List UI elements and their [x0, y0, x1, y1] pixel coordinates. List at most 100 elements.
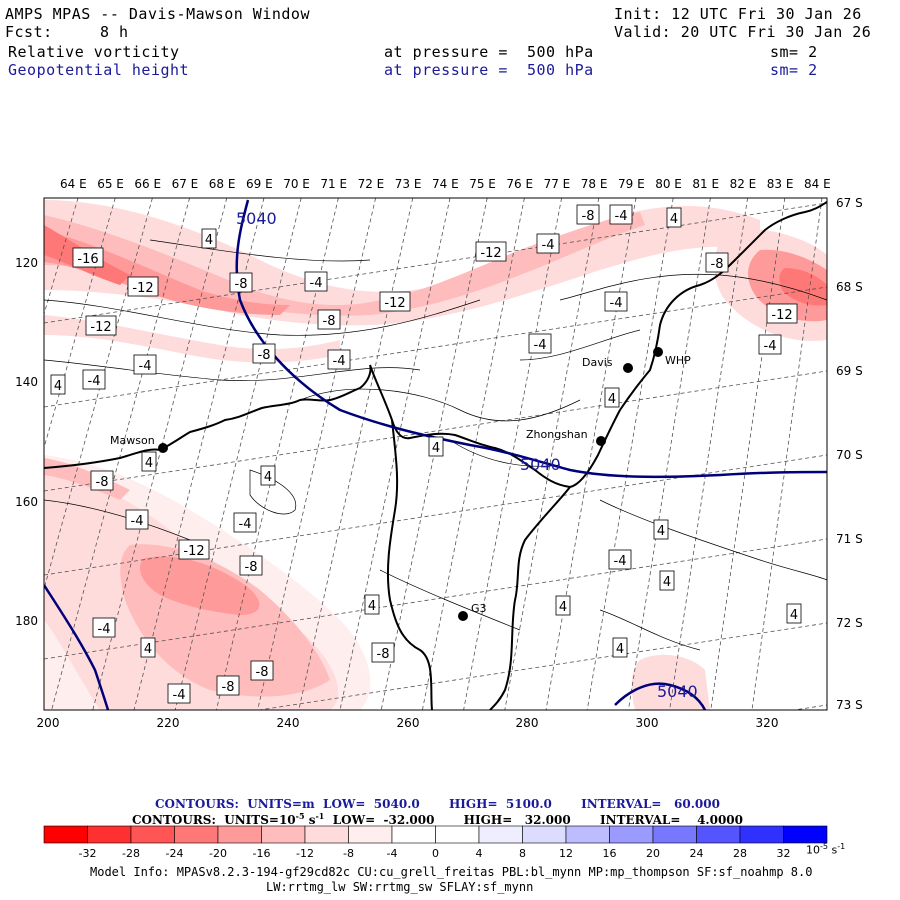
vort-label-box — [216, 675, 240, 696]
vort-fill-se — [631, 654, 710, 710]
vort-label: 4 — [559, 600, 567, 615]
station-label-davis: Davis — [582, 356, 613, 369]
station-label-mawson: Mawson — [110, 434, 155, 447]
colorbar-label: -16 — [252, 847, 271, 860]
vort-label-box — [428, 436, 444, 457]
colorbar-cell — [304, 825, 349, 844]
vort-label-box — [327, 349, 351, 370]
colorbar-cell — [174, 825, 219, 844]
lon-label: 79 E — [618, 177, 645, 191]
station-dot-mawson — [158, 443, 168, 453]
vort-fill-east-core — [779, 268, 827, 306]
vort-label: -4 — [98, 622, 111, 637]
vort-label: -8 — [96, 475, 109, 490]
vort-label-box — [609, 204, 633, 225]
ice-shelf-boundary — [489, 486, 571, 710]
colorbar-label: -32 — [78, 847, 97, 860]
colorbar-cell — [43, 825, 88, 844]
colorbar-cell — [391, 825, 436, 844]
vort-label-box — [364, 594, 380, 615]
colorbar-label: 20 — [646, 847, 660, 860]
vort-contour — [379, 569, 521, 631]
vort-label: -4 — [139, 359, 152, 374]
colorbar-label: 32 — [776, 847, 791, 860]
height-low: LOW= 5040.0 — [323, 797, 420, 811]
contour-info-height: CONTOURS: UNITS=m LOW= 5040.0 HIGH= 5100… — [155, 797, 720, 811]
vort-label-box — [85, 315, 117, 336]
vort-label: -8 — [258, 348, 271, 363]
stations: Mawson Davis WHP Zhongshan G3 — [110, 347, 691, 621]
vort-label: -4 — [764, 339, 777, 354]
vort-label-box — [786, 603, 802, 624]
lon-label: 66 E — [134, 177, 162, 191]
x-tick-300: 300 — [635, 716, 659, 730]
x-tick-240: 240 — [276, 716, 300, 730]
init-time: Init: 12 UTC Fri 30 Jan 26 — [614, 5, 862, 23]
vort-label: 4 — [144, 642, 152, 657]
colorbar-cell — [478, 825, 523, 844]
vort-label-box — [92, 617, 116, 638]
colorbar-units: 10-5 s-1 — [806, 842, 846, 857]
vort-label-box — [239, 555, 263, 576]
vort-label-box — [317, 309, 341, 330]
vort-label: -8 — [582, 209, 595, 224]
vort-label-box — [304, 271, 328, 292]
vort-label-box — [260, 465, 276, 486]
vort-label: 4 — [608, 392, 616, 407]
colorbar-cell — [217, 825, 262, 844]
vort-label-box — [82, 369, 106, 390]
vort-label: -4 — [310, 276, 323, 291]
station-dot-whp — [653, 347, 663, 357]
vort-contours-label: CONTOURS: — [132, 813, 216, 827]
coastline — [44, 201, 827, 710]
vort-label: -12 — [132, 281, 153, 296]
vort-label: -4 — [131, 514, 144, 529]
vort-label: -4 — [615, 209, 628, 224]
colorbar-label: 8 — [519, 847, 526, 860]
vort-contour — [599, 609, 701, 651]
colorbar-cell — [783, 825, 828, 844]
meridian — [422, 198, 525, 710]
x-tick-260: 260 — [396, 716, 420, 730]
station-label-zhongshan: Zhongshan — [526, 428, 588, 441]
vort-fill-band-upper-core — [44, 230, 290, 315]
colorbar-cell — [609, 825, 654, 844]
field2-smoothing: sm= 2 — [770, 61, 818, 79]
vort-label: 4 — [790, 608, 798, 623]
height-label: 5040 — [236, 209, 277, 228]
vort-contour — [599, 499, 827, 581]
vort-label: -12 — [771, 308, 792, 323]
x-tick-320: 320 — [755, 716, 779, 730]
vort-label-box — [604, 387, 620, 408]
vort-label: 4 — [205, 233, 213, 248]
lon-label: 69 E — [246, 177, 273, 191]
lat-label-69s: 69 S — [836, 364, 863, 378]
vort-label: -4 — [534, 338, 547, 353]
vort-label-box — [371, 642, 395, 663]
lon-label: 75 E — [469, 177, 496, 191]
meridian — [586, 198, 674, 710]
y-tick-160: 160 — [15, 495, 38, 509]
vort-label: 4 — [657, 524, 665, 539]
vort-label: -4 — [614, 554, 627, 569]
lon-label: 68 E — [208, 177, 236, 191]
vort-contour — [44, 299, 481, 336]
height-high: HIGH= 5100.0 — [448, 797, 552, 811]
station-label-g3: G3 — [471, 602, 487, 615]
vort-label-box — [229, 272, 253, 293]
lon-label: 83 E — [766, 177, 794, 191]
vort-label-box — [604, 291, 628, 312]
station-label-whp: WHP — [665, 354, 691, 367]
vort-label-box — [127, 276, 159, 297]
colorbar-cell — [696, 825, 741, 844]
x-tick-200: 200 — [36, 716, 60, 730]
forecast-hour: 8 h — [100, 23, 129, 41]
vorticity-contours — [44, 239, 827, 651]
vort-label-box — [555, 595, 571, 616]
contour-info-vorticity: CONTOURS: UNITS=10-5 s-1 LOW= -32.000 HI… — [132, 811, 743, 827]
colorbar-label: 24 — [689, 847, 704, 860]
vort-label-box — [250, 660, 274, 681]
colorbar-label: 12 — [559, 847, 573, 860]
model-info-line1: Model Info: MPASv8.2.3-194-gf29cd82c CU:… — [90, 865, 813, 879]
